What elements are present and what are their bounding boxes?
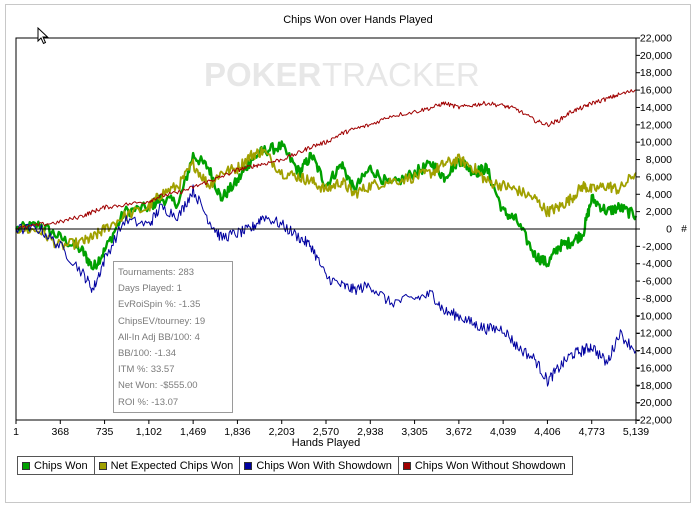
stat-tournaments: Tournaments: 283: [118, 267, 195, 278]
y-tick-label: -2,000: [642, 241, 672, 253]
stat-allin-adj-bb100: All-In Adj BB/100: 4: [118, 331, 200, 343]
x-tick-label: 1,102: [136, 426, 162, 438]
y-tick-label: -12,000: [636, 328, 672, 340]
y-tick-label: 6,000: [646, 171, 672, 183]
legend-label: Chips Won With Showdown: [256, 459, 392, 472]
x-tick-label: 735: [96, 426, 114, 438]
legend: Chips Won Net Expected Chips Won Chips W…: [17, 456, 573, 475]
legend-item-with-showdown[interactable]: Chips Won With Showdown: [240, 457, 399, 474]
x-tick-label: 4,773: [579, 426, 605, 438]
x-tick-label: 2,570: [313, 426, 339, 438]
chart-title: Chips Won over Hands Played: [283, 14, 433, 26]
y-tick-label: -6,000: [642, 276, 672, 288]
y-tick-label: -22,000: [636, 415, 672, 427]
y-tick-label: -14,000: [636, 345, 672, 357]
legend-label: Net Expected Chips Won: [110, 459, 234, 472]
y-tick-label: -16,000: [636, 362, 672, 374]
y-tick-label: 20,000: [640, 50, 672, 62]
y-tick-label: 8,000: [646, 154, 672, 166]
legend-item-without-showdown[interactable]: Chips Won Without Showdown: [399, 457, 572, 474]
legend-swatch: [244, 461, 253, 470]
watermark-poker: POKER: [204, 56, 322, 93]
x-tick-label: 368: [52, 426, 70, 438]
legend-swatch: [22, 461, 30, 470]
stat-net-won: Net Won: -$555.00: [118, 380, 198, 392]
stat-roi: ROI %: -13.07: [118, 396, 179, 408]
y-tick-label: 10,000: [640, 137, 672, 149]
stat-chipsev-tourney: ChipsEV/tourney: 19: [118, 315, 206, 327]
x-tick-label: 4,039: [490, 426, 516, 438]
x-tick-label: 2,203: [269, 426, 295, 438]
x-tick-label: 4,406: [534, 426, 560, 438]
legend-label: Chips Won Without Showdown: [414, 459, 566, 472]
legend-swatch: [402, 461, 411, 470]
stat-itm: ITM %: 33.57: [118, 364, 175, 376]
legend-swatch: [98, 461, 107, 470]
x-tick-label: 3,305: [401, 426, 427, 438]
y-axis-label: #: [681, 224, 687, 235]
x-axis-label: Hands Played: [292, 437, 361, 449]
y-tick-label: 12,000: [640, 119, 672, 131]
legend-item-chips-won[interactable]: Chips Won: [18, 457, 95, 474]
watermark: POKER TRACKER: [204, 56, 480, 93]
stat-bb100: BB/100: -1.34: [118, 347, 177, 359]
y-tick-label: 0: [666, 224, 672, 236]
stat-days-played: Days Played: 1: [118, 283, 182, 295]
y-tick-label: -10,000: [636, 310, 672, 322]
series-line-chips-won-without-showdown: [15, 89, 637, 230]
series-line-net-expected-chips-won: [15, 146, 637, 251]
y-tick-label: 2,000: [646, 206, 672, 218]
mouse-pointer-icon: [37, 27, 49, 45]
y-tick-label: -18,000: [636, 380, 672, 392]
x-tick-label: 1,836: [224, 426, 250, 438]
y-tick-label: 14,000: [640, 102, 672, 114]
y-tick-label: 16,000: [640, 85, 672, 97]
y-tick-label: 22,000: [640, 33, 672, 45]
x-tick-label: 2,938: [357, 426, 383, 438]
stats-box: Tournaments: 283 Days Played: 1 EvRoiSpi…: [113, 261, 233, 413]
stat-evroispin: EvRoiSpin %: -1.35: [118, 299, 201, 311]
x-tick-label: 5,139: [623, 426, 649, 438]
series-line-chips-won: [15, 140, 638, 271]
legend-label: Chips Won: [34, 459, 88, 472]
x-tick-label: 1: [13, 426, 19, 438]
y-tick-label: -20,000: [636, 397, 672, 409]
series-line-chips-won-with-showdown: [15, 184, 637, 387]
watermark-tracker: TRACKER: [322, 56, 480, 93]
y-tick-label: 4,000: [646, 189, 672, 201]
x-tick-label: 3,672: [446, 426, 472, 438]
x-tick-label: 1,469: [180, 426, 206, 438]
y-tick-label: -8,000: [642, 293, 672, 305]
y-tick-label: -4,000: [642, 258, 672, 270]
legend-item-net-expected[interactable]: Net Expected Chips Won: [95, 457, 241, 474]
y-tick-label: 18,000: [640, 67, 672, 79]
